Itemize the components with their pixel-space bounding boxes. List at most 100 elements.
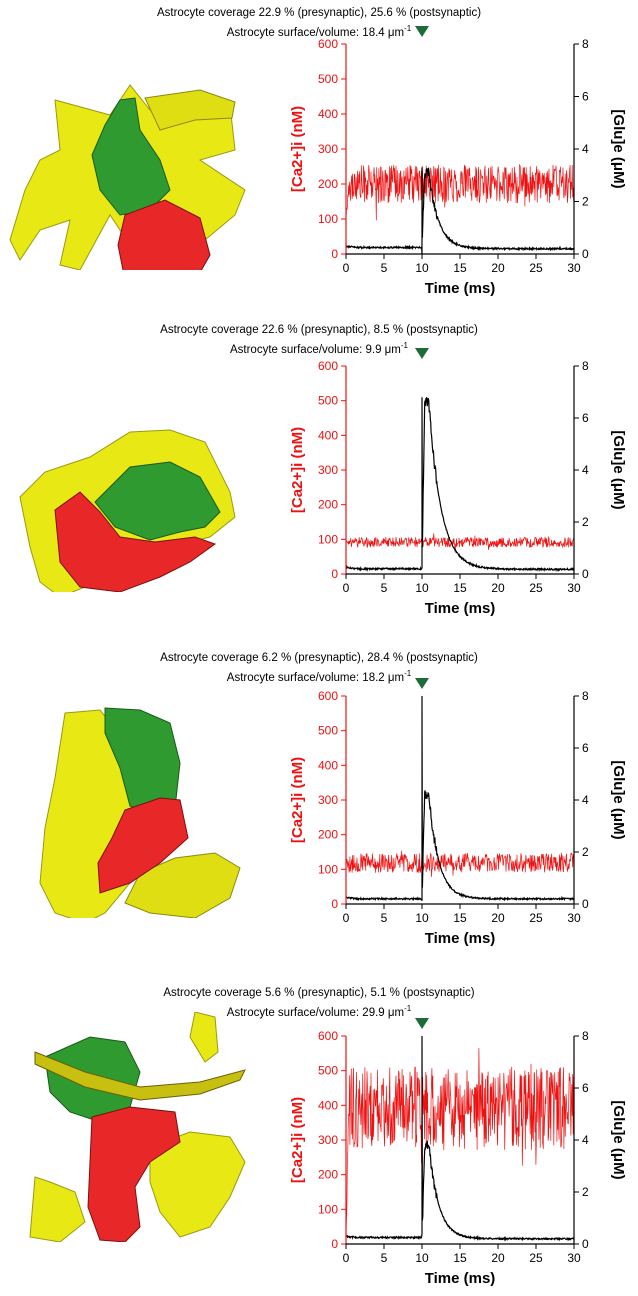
y-tick-label: 500 [318,724,338,738]
caption-surface-volume: Astrocyte surface/volume: 9.9 μm-1 [0,338,638,358]
y-axis-title-left: [Ca2+]i (nM) [289,427,306,513]
x-tick-label: 15 [453,261,467,275]
y2-tick-label: 6 [582,741,589,755]
y-tick-label: 400 [318,428,338,442]
x-tick-label: 15 [453,911,467,925]
postsynaptic-spine [87,1106,181,1242]
y2-tick-label: 6 [582,1081,589,1095]
y-axis-title-left: [Ca2+]i (nM) [289,1097,306,1183]
y-axis-title-left: [Ca2+]i (nM) [289,757,306,843]
y2-tick-label: 8 [582,689,589,703]
astrocyte-process [29,1176,86,1242]
y2-tick-label: 2 [582,845,589,859]
y-tick-label: 400 [318,107,338,121]
astrocyte-ribbon [34,1051,246,1101]
unit-exponent: -1 [404,1004,412,1013]
y-tick-label: 400 [318,758,338,772]
y2-tick-label: 0 [582,897,589,911]
chart-3: 0 100 200 300 400 500 600 0 2 4 6 8 0 5 10 15 20 25 30 Time… [289,678,627,947]
caption-surface-volume-text: Astrocyte surface/volume: 9.9 μm [229,343,401,356]
astrocyte-synapse-render-3 [39,707,241,918]
x-tick-label: 20 [491,911,505,925]
calcium-trace [345,163,575,225]
y2-tick-label: 6 [582,90,589,104]
y-axis-title-left: [Ca2+]i (nM) [289,106,306,192]
y-tick-label: 0 [331,1237,338,1251]
astrocyte-process [149,1131,246,1238]
stimulus-marker-icon [415,1018,429,1029]
stimulus-marker-icon [415,348,429,359]
x-tick-label: 10 [415,1251,429,1265]
x-tick-label: 0 [343,1251,350,1265]
y2-tick-label: 2 [582,195,589,209]
presynaptic-terminal [94,461,221,541]
calcium-trace [345,1048,575,1236]
chart-4: 0 100 200 300 400 500 600 0 2 4 6 8 0 5 10 15 20 25 30 Time… [289,1018,627,1287]
y-tick-label: 500 [318,1064,338,1078]
y2-tick-label: 2 [582,515,589,529]
y2-tick-label: 0 [582,247,589,261]
y-tick-label: 300 [318,463,338,477]
y-tick-label: 300 [318,793,338,807]
caption-surface-volume: Astrocyte surface/volume: 18.2 μm-1 [0,666,638,686]
astrocyte-process [189,1012,219,1063]
y-tick-label: 100 [318,1202,338,1216]
glutamate-trace [345,167,575,254]
y-tick-label: 500 [318,394,338,408]
x-tick-label: 20 [491,1251,505,1265]
x-tick-label: 10 [415,911,429,925]
y2-tick-label: 4 [582,793,589,807]
y2-tick-label: 6 [582,411,589,425]
caption-surface-volume: Astrocyte surface/volume: 29.9 μm-1 [0,1001,638,1021]
y-tick-label: 600 [318,359,338,373]
caption-coverage: Astrocyte coverage 22.9 % (presynaptic),… [156,7,482,19]
y2-tick-label: 8 [582,1029,589,1043]
y-tick-label: 100 [318,532,338,546]
astrocyte-process [124,852,241,918]
x-tick-label: 25 [529,261,543,275]
chart-1: 0 100 200 300 400 500 600 0 2 4 6 8 0 5 10 15 20 25 30 Time… [289,26,627,297]
x-axis-title: Time (ms) [425,930,496,947]
caption-coverage: Astrocyte coverage 22.6 % (presynaptic),… [160,324,478,336]
x-tick-label: 15 [453,581,467,595]
panel-2: Astrocyte coverage 22.6 % (presynaptic),… [0,322,638,646]
caption-coverage: Astrocyte coverage 5.6 % (presynaptic), … [163,987,475,999]
x-tick-label: 10 [415,261,429,275]
calcium-trace [345,850,575,877]
x-tick-label: 20 [491,581,505,595]
panel-1: Astrocyte coverage 22.9 % (presynaptic),… [0,0,638,324]
glutamate-trace [345,695,575,902]
x-axis-title: Time (ms) [425,600,496,617]
y-tick-label: 100 [318,212,338,226]
x-tick-label: 5 [381,261,388,275]
unit-exponent: -1 [400,341,408,350]
y-tick-label: 100 [318,862,338,876]
caption-surface-volume: Astrocyte surface/volume: 18.4 μm-1 [0,21,638,41]
x-axis-title: Time (ms) [425,280,496,297]
caption-surface-volume-text: Astrocyte surface/volume: 29.9 μm [226,1006,405,1019]
panel-3: Astrocyte coverage 6.2 % (presynaptic), … [0,648,638,972]
y2-tick-label: 0 [582,567,589,581]
y-tick-label: 0 [331,897,338,911]
astrocyte-process [144,89,236,131]
postsynaptic-spine [117,199,211,270]
x-tick-label: 30 [567,581,581,595]
x-tick-label: 25 [529,911,543,925]
postsynaptic-spine [54,491,217,592]
y-tick-label: 400 [318,1098,338,1112]
y-axis-title-right: [Glu]e (μM) [610,430,627,509]
stimulus-marker-icon [415,26,429,37]
unit-exponent: -1 [404,669,412,678]
x-axis-title: Time (ms) [425,1270,496,1287]
y-tick-label: 600 [318,1029,338,1043]
x-tick-label: 30 [567,911,581,925]
panel-4: Astrocyte coverage 5.6 % (presynaptic), … [0,972,638,1296]
y-tick-label: 200 [318,498,338,512]
y-tick-label: 0 [331,567,338,581]
y-tick-label: 200 [318,177,338,191]
y2-tick-label: 4 [582,463,589,477]
x-tick-label: 30 [567,261,581,275]
x-tick-label: 0 [343,261,350,275]
x-tick-label: 5 [381,581,388,595]
x-tick-label: 25 [529,1251,543,1265]
